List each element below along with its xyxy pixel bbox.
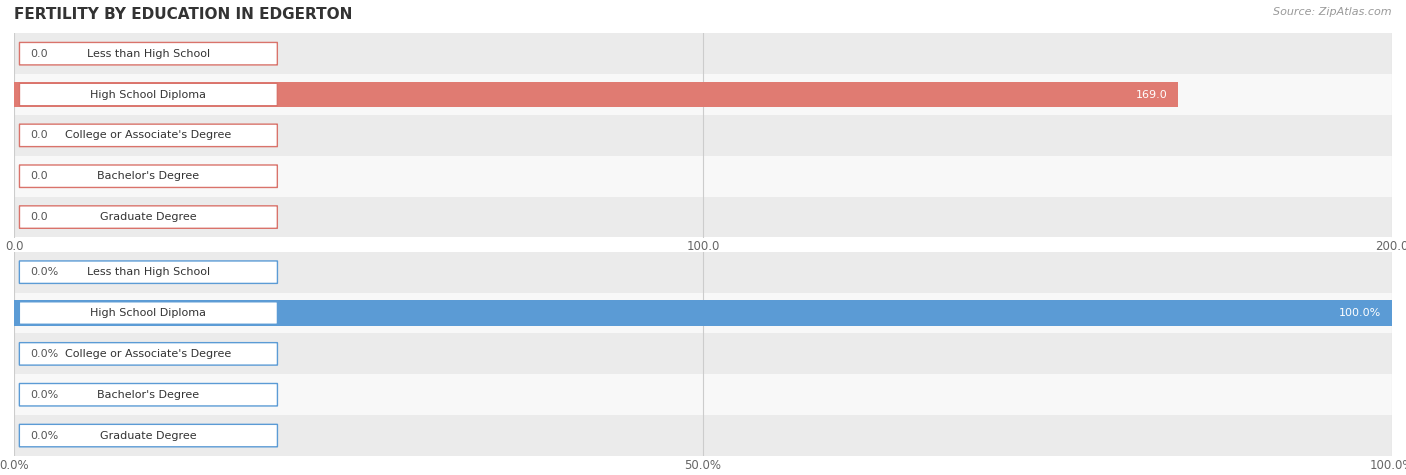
Text: 0.0: 0.0 bbox=[31, 48, 48, 59]
FancyBboxPatch shape bbox=[20, 83, 277, 106]
Bar bbox=[14, 33, 1392, 74]
Text: 0.0: 0.0 bbox=[31, 171, 48, 181]
FancyBboxPatch shape bbox=[20, 342, 277, 365]
Bar bbox=[14, 293, 1392, 333]
Bar bbox=[14, 415, 1392, 456]
Bar bbox=[14, 374, 1392, 415]
FancyBboxPatch shape bbox=[20, 206, 277, 228]
Text: 0.0: 0.0 bbox=[31, 130, 48, 141]
Text: 0.0%: 0.0% bbox=[31, 349, 59, 359]
Text: 100.0%: 100.0% bbox=[1339, 308, 1381, 318]
FancyBboxPatch shape bbox=[20, 261, 277, 284]
FancyBboxPatch shape bbox=[20, 302, 277, 324]
Text: Less than High School: Less than High School bbox=[87, 267, 209, 277]
Text: High School Diploma: High School Diploma bbox=[90, 89, 207, 100]
Bar bbox=[14, 333, 1392, 374]
FancyBboxPatch shape bbox=[20, 383, 277, 406]
Text: Graduate Degree: Graduate Degree bbox=[100, 212, 197, 222]
Text: High School Diploma: High School Diploma bbox=[90, 308, 207, 318]
Bar bbox=[14, 82, 1178, 107]
FancyBboxPatch shape bbox=[20, 42, 277, 65]
Text: Less than High School: Less than High School bbox=[87, 48, 209, 59]
Bar bbox=[14, 252, 1392, 293]
Bar bbox=[14, 115, 1392, 156]
Text: 0.0%: 0.0% bbox=[31, 430, 59, 441]
Bar bbox=[14, 156, 1392, 197]
Text: College or Associate's Degree: College or Associate's Degree bbox=[65, 130, 232, 141]
Text: Bachelor's Degree: Bachelor's Degree bbox=[97, 390, 200, 400]
FancyBboxPatch shape bbox=[20, 124, 277, 147]
Text: Bachelor's Degree: Bachelor's Degree bbox=[97, 171, 200, 181]
Text: 0.0%: 0.0% bbox=[31, 390, 59, 400]
Text: College or Associate's Degree: College or Associate's Degree bbox=[65, 349, 232, 359]
Text: 0.0: 0.0 bbox=[31, 212, 48, 222]
Text: 169.0: 169.0 bbox=[1136, 89, 1167, 100]
Bar bbox=[14, 74, 1392, 115]
Bar bbox=[14, 300, 1392, 326]
Text: 0.0%: 0.0% bbox=[31, 267, 59, 277]
FancyBboxPatch shape bbox=[20, 165, 277, 188]
FancyBboxPatch shape bbox=[20, 424, 277, 447]
Text: Source: ZipAtlas.com: Source: ZipAtlas.com bbox=[1274, 7, 1392, 17]
Bar bbox=[14, 197, 1392, 238]
Text: Graduate Degree: Graduate Degree bbox=[100, 430, 197, 441]
Text: FERTILITY BY EDUCATION IN EDGERTON: FERTILITY BY EDUCATION IN EDGERTON bbox=[14, 7, 353, 22]
